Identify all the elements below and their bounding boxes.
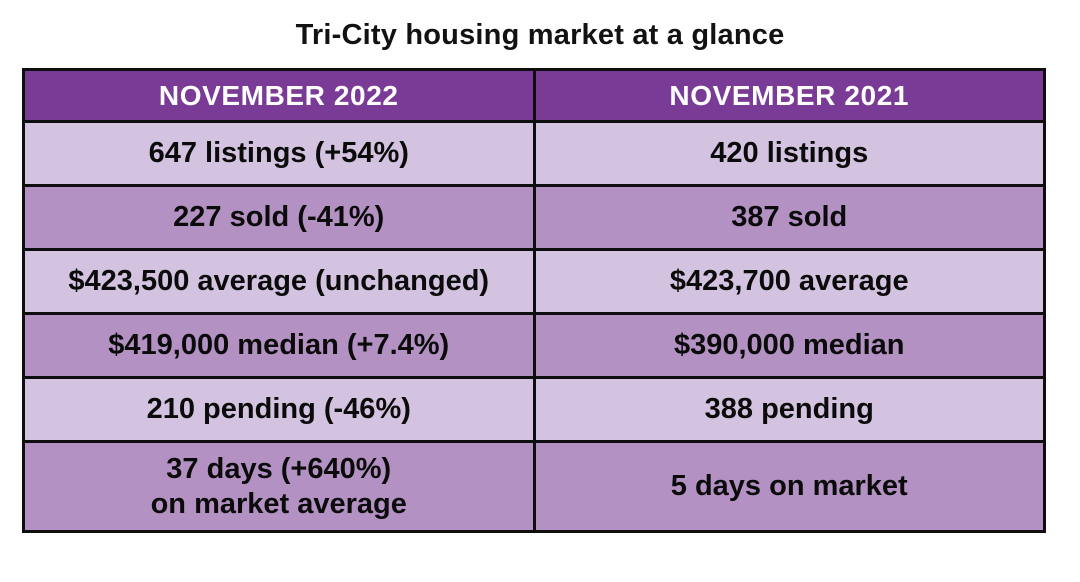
cell-listings-2021: 420 listings bbox=[532, 120, 1046, 187]
housing-market-table: NOVEMBER 2022 NOVEMBER 2021 647 listings… bbox=[22, 68, 1046, 533]
cell-sold-2022: 227 sold (-41%) bbox=[22, 184, 536, 251]
cell-median-2022: $419,000 median (+7.4%) bbox=[22, 312, 536, 379]
table-row-days-on-market: 37 days (+640%) on market average 5 days… bbox=[22, 440, 1046, 533]
cell-average-2022: $423,500 average (unchanged) bbox=[22, 248, 536, 315]
table-row-median-price: $419,000 median (+7.4%) $390,000 median bbox=[22, 312, 1046, 379]
table-row-listings: 647 listings (+54%) 420 listings bbox=[22, 120, 1046, 187]
cell-days-2022: 37 days (+640%) on market average bbox=[22, 440, 536, 533]
cell-days-2021: 5 days on market bbox=[532, 440, 1046, 533]
column-header-nov-2021: NOVEMBER 2021 bbox=[532, 68, 1046, 123]
cell-median-2021: $390,000 median bbox=[532, 312, 1046, 379]
table-row-sold: 227 sold (-41%) 387 sold bbox=[22, 184, 1046, 251]
page-title: Tri-City housing market at a glance bbox=[295, 19, 785, 51]
cell-pending-2021: 388 pending bbox=[532, 376, 1046, 443]
cell-sold-2021: 387 sold bbox=[532, 184, 1046, 251]
table-row-pending: 210 pending (-46%) 388 pending bbox=[22, 376, 1046, 443]
cell-pending-2022: 210 pending (-46%) bbox=[22, 376, 536, 443]
table-header-row: NOVEMBER 2022 NOVEMBER 2021 bbox=[22, 68, 1046, 123]
cell-listings-2022: 647 listings (+54%) bbox=[22, 120, 536, 187]
table-row-average-price: $423,500 average (unchanged) $423,700 av… bbox=[22, 248, 1046, 315]
column-header-nov-2022: NOVEMBER 2022 bbox=[22, 68, 536, 123]
cell-average-2021: $423,700 average bbox=[532, 248, 1046, 315]
